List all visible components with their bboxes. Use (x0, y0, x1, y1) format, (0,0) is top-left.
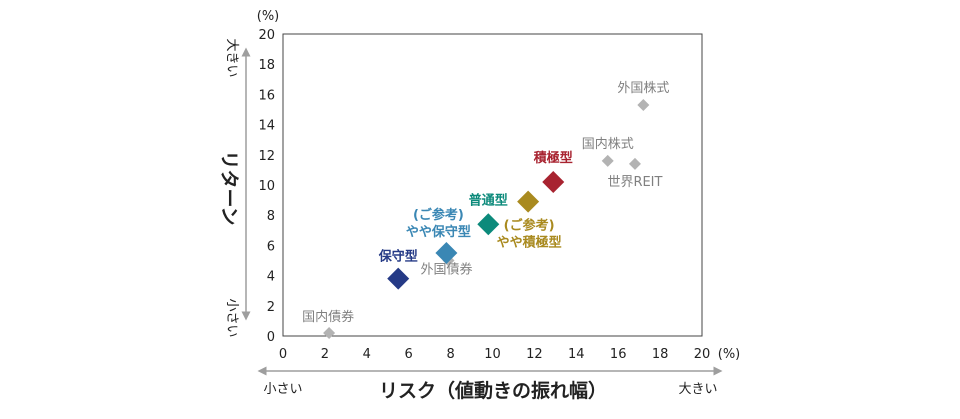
x-unit-label: (%) (718, 347, 741, 362)
portfolio-label: (ご参考)やや保守型 (406, 207, 471, 240)
portfolio-marker (387, 267, 410, 290)
y-tick-label: 18 (258, 58, 275, 73)
portfolio-label-line: (ご参考) (413, 207, 464, 223)
y-low-label: 小さい (224, 298, 239, 337)
x-tick-label: 12 (526, 347, 543, 362)
asset-marker (628, 157, 641, 170)
asset-marker (323, 326, 336, 339)
x-tick-label: 16 (610, 347, 627, 362)
portfolio-label: 普通型 (469, 192, 508, 208)
y-tick-label: 4 (267, 270, 275, 285)
y-unit-label: (%) (257, 9, 280, 24)
x-tick-label: 6 (405, 347, 413, 362)
portfolio-label: (ご参考)やや積極型 (497, 218, 562, 251)
asset-marker (637, 98, 650, 111)
portfolio-marker (542, 170, 565, 193)
y-high-label: 大きい (224, 38, 239, 77)
y-tick-label: 6 (267, 239, 275, 254)
x-axis-title: リスク（値動きの振れ幅） (379, 379, 607, 402)
y-tick-label: 14 (258, 119, 275, 134)
x-axis-ticks: 0 2 4 6 8 10 12 14 16 18 20 (279, 347, 710, 362)
portfolio-label-line: やや積極型 (497, 235, 562, 251)
x-tick-label: 10 (484, 347, 501, 362)
x-tick-label: 2 (321, 347, 329, 362)
x-tick-label: 0 (279, 347, 287, 362)
portfolio-label-line: やや保守型 (406, 224, 471, 240)
y-tick-label: 10 (258, 179, 275, 194)
y-tick-label: 20 (258, 28, 275, 43)
y-tick-label: 12 (258, 149, 275, 164)
x-tick-label: 14 (568, 347, 585, 362)
asset-label: 国内債券 (302, 309, 354, 325)
portfolio-marker (517, 190, 540, 213)
portfolio-label: 積極型 (533, 150, 573, 166)
x-tick-label: 8 (446, 347, 454, 362)
y-tick-label: 0 (267, 330, 275, 345)
plot-area (282, 33, 703, 337)
y-tick-label: 2 (267, 300, 275, 315)
asset-marker (601, 154, 614, 167)
asset-label: 世界REIT (607, 175, 662, 190)
y-axis-title: リターン (218, 150, 240, 225)
x-high-label: 大きい (678, 382, 717, 397)
y-tick-label: 16 (258, 88, 275, 103)
x-tick-label: 18 (652, 347, 669, 362)
portfolio-marker (477, 213, 500, 236)
portfolio-marker (435, 241, 458, 264)
asset-label: 外国債券 (421, 262, 473, 278)
y-axis-ticks: 0 2 4 6 8 10 12 14 16 18 20 (258, 28, 275, 345)
asset-label: 外国株式 (617, 81, 669, 96)
x-tick-label: 20 (694, 347, 711, 362)
asset-label: 国内株式 (582, 136, 634, 152)
x-tick-label: 4 (363, 347, 371, 362)
x-low-label: 小さい (263, 382, 302, 397)
portfolio-label-line: (ご参考) (504, 218, 555, 234)
y-tick-label: 8 (267, 209, 275, 224)
portfolio-label: 保守型 (378, 249, 418, 265)
